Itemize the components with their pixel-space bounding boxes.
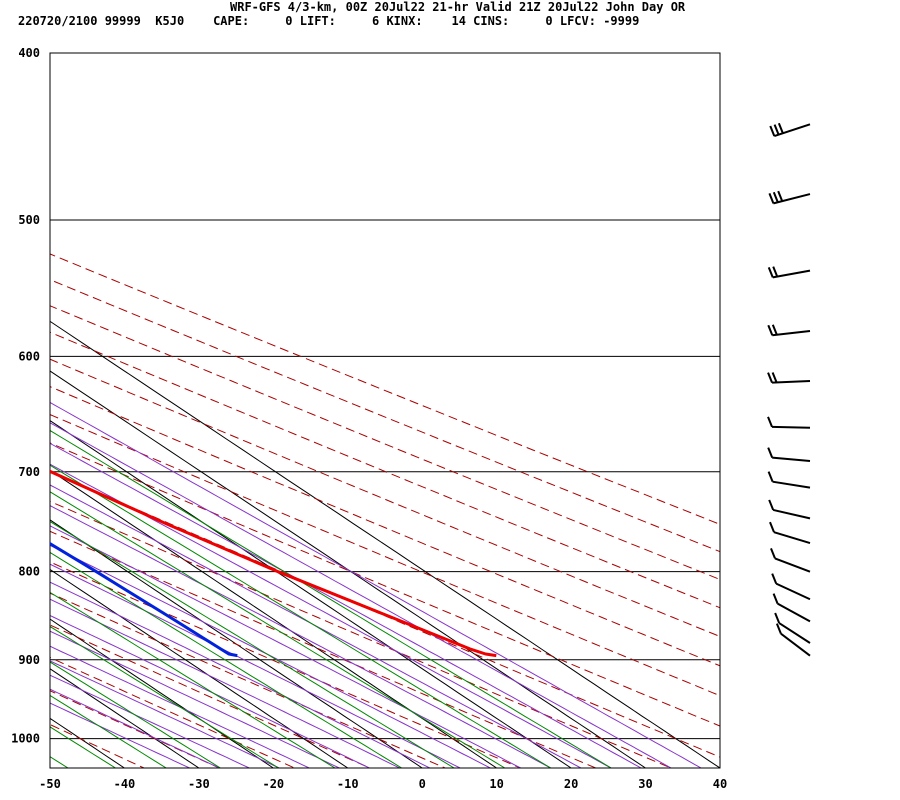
moist-adiabat	[50, 463, 613, 768]
mixing-ratio-line	[50, 429, 613, 768]
moist-adiabat	[50, 660, 281, 768]
mixing-ratio-line	[50, 464, 552, 768]
wind-barb	[767, 471, 811, 489]
sounding-indices: 220720/2100 99999 K5J0 CAPE: 0 LIFT: 6 K…	[18, 14, 640, 28]
isotherm-20	[50, 420, 572, 768]
dry-adiabat	[50, 624, 372, 768]
mixing-ratio-line	[50, 661, 222, 768]
mixing-ratio-line	[50, 491, 506, 768]
dry-adiabat	[50, 690, 221, 768]
x-tick-20: 20	[564, 777, 578, 791]
mixing-ratio-line	[50, 591, 336, 768]
dry-adiabat	[50, 358, 720, 638]
moist-adiabat	[50, 702, 191, 768]
dry-adiabat	[50, 414, 720, 697]
wind-barb	[768, 190, 811, 205]
wind-barb	[770, 548, 811, 573]
isotherm-40	[50, 320, 720, 768]
isotherm-30	[50, 370, 647, 768]
moist-adiabat	[50, 645, 311, 768]
dry-adiabat	[50, 723, 146, 768]
y-tick-1000: 1000	[11, 732, 40, 746]
wind-barb	[772, 593, 811, 623]
x-tick--50: -50	[39, 777, 61, 791]
moist-adiabat	[50, 442, 643, 768]
moist-adiabat	[50, 630, 341, 768]
isotherm--30	[50, 668, 200, 768]
dry-adiabat	[50, 331, 720, 609]
y-tick-700: 700	[18, 465, 40, 479]
y-tick-600: 600	[18, 349, 40, 363]
dry-adiabat	[50, 471, 720, 758]
wind-barb	[771, 573, 811, 601]
y-tick-900: 900	[18, 653, 40, 667]
chart-title: WRF-GFS 4/3-km, 00Z 20Jul22 21-hr Valid …	[230, 0, 686, 14]
moist-adiabat	[50, 563, 462, 768]
wind-barb	[775, 623, 811, 657]
mixing-ratio-line	[50, 551, 403, 768]
moist-adiabat	[50, 598, 401, 768]
y-tick-500: 500	[18, 213, 40, 227]
dry-adiabat	[50, 253, 720, 525]
x-tick-40: 40	[713, 777, 727, 791]
moist-adiabat	[50, 674, 251, 768]
mixing-ratio-line	[50, 694, 168, 768]
mixing-ratio-line	[50, 520, 456, 768]
wind-barb	[767, 416, 811, 429]
x-tick--10: -10	[337, 777, 359, 791]
moist-adiabat	[50, 505, 552, 768]
x-tick-0: 0	[419, 777, 426, 791]
x-tick-10: 10	[489, 777, 503, 791]
wind-barb	[767, 324, 811, 337]
wind-barb	[769, 521, 811, 545]
moist-adiabat	[50, 544, 492, 768]
mixing-ratio-line	[0, 15, 32, 783]
isotherm-10	[50, 469, 498, 768]
mixing-ratio-line	[50, 625, 280, 768]
mixing-ratio-line	[50, 726, 117, 768]
x-tick-30: 30	[638, 777, 652, 791]
moist-adiabat	[50, 401, 703, 768]
isotherm--10	[50, 568, 349, 768]
wind-barb	[767, 266, 811, 279]
moist-adiabat	[50, 525, 522, 768]
x-tick--30: -30	[188, 777, 210, 791]
wind-barb	[774, 612, 811, 644]
dry-adiabat	[50, 305, 720, 581]
plot-frame	[49, 52, 721, 769]
dry-adiabat	[50, 500, 673, 768]
x-tick--20: -20	[262, 777, 284, 791]
moist-adiabat	[50, 614, 371, 768]
moist-adiabat	[50, 581, 431, 768]
x-tick--40: -40	[114, 777, 136, 791]
dry-adiabat	[50, 656, 296, 768]
isotherm-0	[50, 519, 424, 768]
temperature-profile	[50, 469, 497, 658]
isotherm--40	[50, 717, 126, 768]
wind-barb	[768, 499, 811, 520]
moist-adiabat	[50, 688, 221, 768]
wind-barb	[769, 122, 811, 137]
moist-adiabat	[50, 422, 673, 768]
dewpoint-profile	[50, 541, 238, 658]
y-tick-800: 800	[18, 565, 40, 579]
dry-adiabat	[50, 442, 720, 727]
wind-barb	[767, 372, 811, 384]
dry-adiabat	[50, 386, 720, 667]
y-tick-400: 400	[18, 46, 40, 60]
isotherm--20	[50, 618, 275, 768]
moist-adiabat	[50, 484, 582, 768]
wind-barb	[767, 447, 811, 462]
dry-adiabat	[50, 561, 522, 768]
isotherm--50	[50, 767, 51, 768]
dry-adiabat	[50, 279, 720, 553]
